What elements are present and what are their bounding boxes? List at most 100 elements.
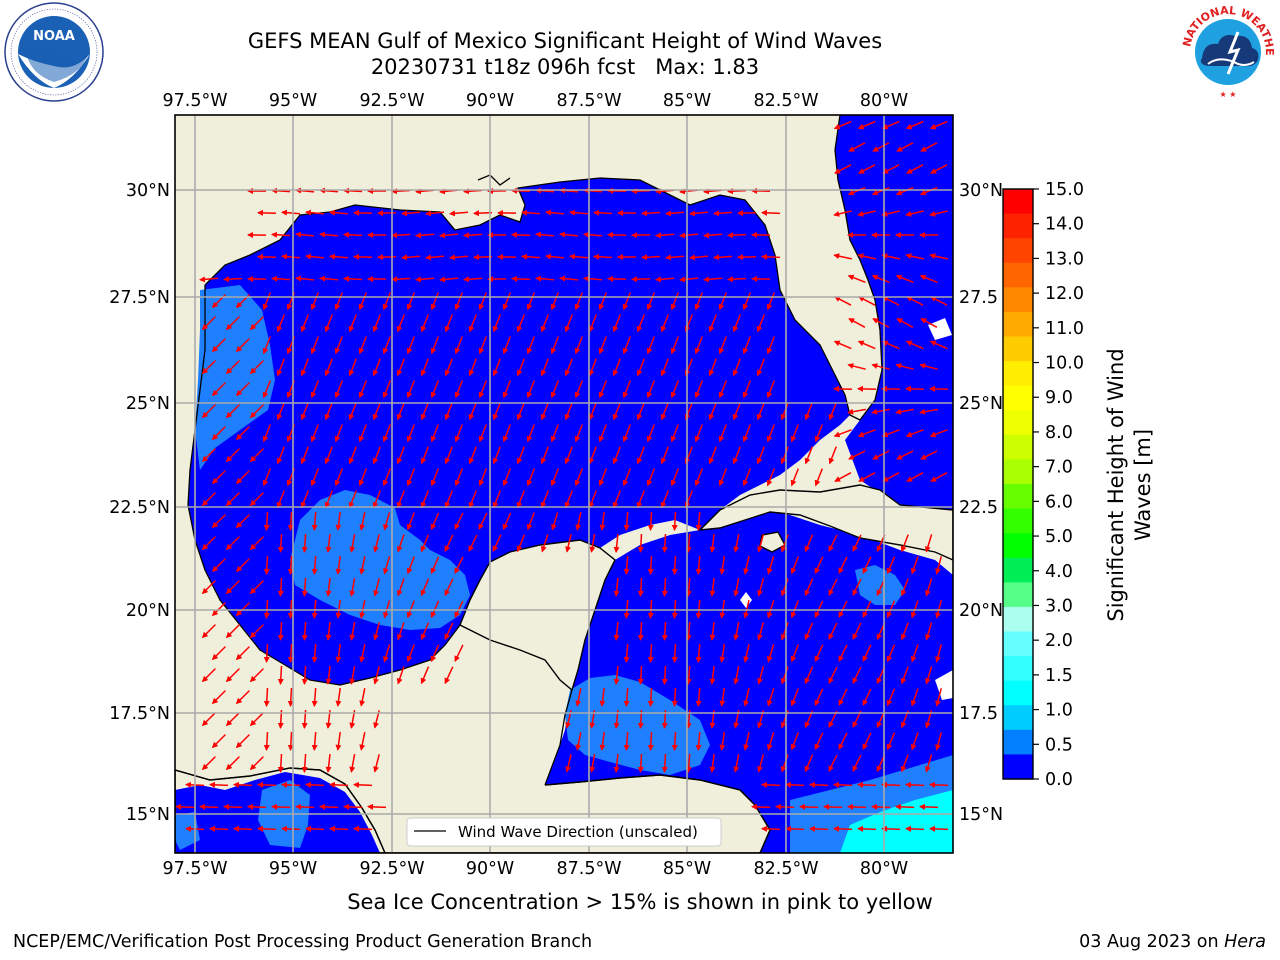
- wave-direction-arrow: [886, 556, 896, 575]
- wave-direction-arrow: [623, 643, 630, 663]
- wave-direction-arrow: [383, 644, 391, 663]
- wave-direction-arrow: [305, 781, 325, 788]
- wave-direction-arrow: [862, 688, 872, 707]
- wave-direction-arrow: [660, 446, 669, 465]
- wave-direction-arrow: [235, 382, 250, 397]
- wave-direction-arrow: [637, 753, 644, 773]
- wave-direction-arrow: [833, 120, 852, 130]
- map-plot-area: Wind Wave Direction (unscaled): [175, 115, 953, 853]
- wave-direction-arrow: [872, 450, 890, 460]
- wave-direction-arrow: [598, 292, 607, 311]
- wave-direction-arrow: [804, 666, 814, 685]
- wave-direction-arrow: [900, 666, 909, 685]
- wave-direction-arrow: [454, 336, 463, 355]
- wave-direction-arrow: [766, 556, 775, 575]
- colorbar-segment: [1003, 287, 1033, 313]
- wave-direction-arrow: [201, 316, 216, 331]
- wave-direction-arrow: [671, 731, 678, 751]
- wave-direction-arrow: [575, 688, 582, 707]
- wave-direction-arrow: [598, 468, 607, 487]
- wave-direction-arrow: [334, 424, 343, 443]
- wave-direction-arrow: [353, 209, 373, 216]
- wave-direction-arrow: [623, 599, 630, 619]
- wave-direction-arrow: [358, 380, 367, 399]
- wave-direction-arrow: [276, 446, 285, 465]
- wave-direction-arrow: [671, 687, 678, 707]
- wave-direction-arrow: [564, 358, 573, 377]
- lat-label: 30°N: [126, 181, 170, 201]
- wave-direction-arrow: [349, 665, 356, 685]
- wave-direction-arrow: [235, 558, 250, 573]
- colorbar-segment: [1003, 311, 1033, 338]
- wave-direction-arrow: [574, 292, 583, 311]
- wave-direction-arrow: [324, 402, 333, 421]
- wave-direction-arrow: [670, 336, 679, 355]
- wave-direction-arrow: [444, 314, 453, 333]
- wave-direction-arrow: [598, 424, 607, 443]
- wave-direction-arrow: [833, 340, 852, 350]
- wave-direction-arrow: [559, 275, 579, 282]
- wave-direction-arrow: [295, 231, 315, 238]
- wave-direction-arrow: [550, 468, 559, 487]
- colorbar-tick-label: 6.0: [1045, 492, 1073, 512]
- wave-direction-arrow: [211, 646, 226, 661]
- wave-direction-arrow: [905, 385, 925, 392]
- wave-direction-arrow: [871, 186, 890, 196]
- wave-direction-arrow: [420, 578, 430, 597]
- colorbar-segment: [1003, 262, 1033, 288]
- colorbar-segment: [1003, 705, 1033, 731]
- wave-direction-arrow: [858, 472, 876, 482]
- wave-direction-arrow: [211, 602, 226, 617]
- wave-direction-arrow: [420, 358, 429, 377]
- wave-direction-arrow: [444, 578, 454, 597]
- wave-direction-arrow: [329, 253, 349, 260]
- wave-direction-arrow: [396, 490, 405, 509]
- wave-direction-arrow: [780, 534, 789, 553]
- wave-direction-arrow: [235, 338, 250, 353]
- wave-direction-arrow: [468, 534, 478, 553]
- wave-direction-arrow: [790, 644, 799, 663]
- wave-direction-arrow: [694, 292, 703, 311]
- colorbar-label: Significant Height of Wind Waves [m]: [1104, 348, 1155, 621]
- colorbar-segment: [1003, 582, 1033, 608]
- wave-direction-arrow: [235, 602, 250, 617]
- wave-direction-arrow: [249, 536, 264, 551]
- wave-direction-arrow: [310, 380, 319, 399]
- wave-direction-arrow: [211, 734, 226, 749]
- colorbar-segment: [1003, 729, 1033, 756]
- wave-direction-arrow: [575, 732, 582, 751]
- colorbar-tick-label: 14.0: [1045, 215, 1084, 235]
- wave-direction-arrow: [804, 754, 814, 773]
- wave-direction-arrow: [277, 533, 284, 553]
- wave-direction-arrow: [622, 424, 631, 443]
- wave-direction-arrow: [766, 336, 775, 355]
- wave-direction-arrow: [694, 336, 703, 355]
- wave-direction-arrow: [929, 210, 948, 217]
- wave-direction-arrow: [382, 292, 391, 311]
- wave-direction-arrow: [249, 360, 264, 375]
- lat-label: 20°N: [126, 601, 170, 621]
- wave-direction-arrow: [574, 336, 583, 355]
- wave-direction-arrow: [334, 380, 343, 399]
- sea-ice-note: Sea Ice Concentration > 15% is shown in …: [347, 890, 933, 914]
- lat-label: 27.5: [959, 288, 998, 308]
- colorbar-tick-label: 8.0: [1045, 423, 1073, 443]
- wave-direction-arrow: [881, 210, 900, 217]
- wave-direction-arrow: [623, 511, 630, 531]
- wave-direction-arrow: [685, 577, 692, 597]
- wave-direction-arrow: [814, 644, 824, 663]
- wave-direction-arrow: [910, 688, 919, 707]
- wave-direction-arrow: [420, 666, 430, 685]
- wave-direction-arrow: [834, 296, 852, 306]
- wave-direction-arrow: [613, 753, 620, 773]
- wave-direction-arrow: [823, 803, 843, 810]
- wave-direction-arrow: [511, 275, 531, 282]
- lon-label: 95°W: [269, 859, 317, 879]
- wave-direction-arrow: [300, 314, 309, 333]
- colorbar-tick-label: 12.0: [1045, 284, 1084, 304]
- colorbar: [1003, 189, 1033, 780]
- wave-direction-arrow: [257, 253, 277, 260]
- wave-direction-arrow: [756, 402, 765, 421]
- wave-direction-arrow: [929, 120, 948, 130]
- wave-direction-arrow: [391, 232, 411, 239]
